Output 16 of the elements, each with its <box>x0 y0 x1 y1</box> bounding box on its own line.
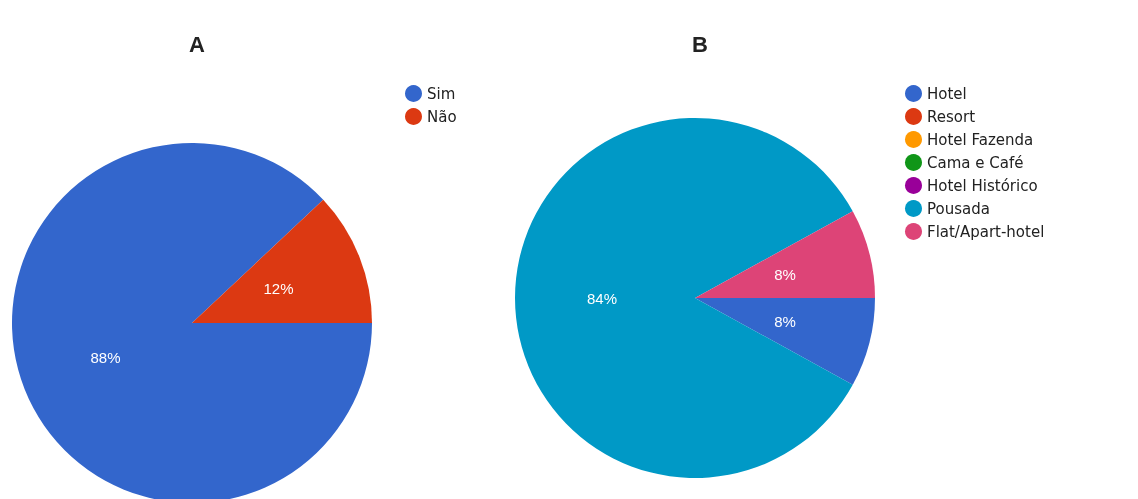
legend-label: Não <box>427 107 457 126</box>
data-label: 12% <box>263 280 294 298</box>
data-label: 88% <box>90 348 121 366</box>
legend-label: Pousada <box>927 199 990 218</box>
legend-label: Cama e Café <box>927 153 1024 172</box>
legend-label: Sim <box>427 84 456 103</box>
legend-label: Flat/Apart-hotel <box>927 222 1045 241</box>
legend-label: Hotel Fazenda <box>927 130 1034 149</box>
chart-title: A <box>189 31 206 57</box>
chart-title: B <box>692 31 708 57</box>
legend-label: Resort <box>927 107 976 126</box>
legend-label: Hotel Histórico <box>927 176 1038 195</box>
data-label: 8% <box>774 266 796 284</box>
data-label: 84% <box>586 289 618 307</box>
data-label: 8% <box>774 312 796 330</box>
legend-label: Hotel <box>927 84 967 103</box>
